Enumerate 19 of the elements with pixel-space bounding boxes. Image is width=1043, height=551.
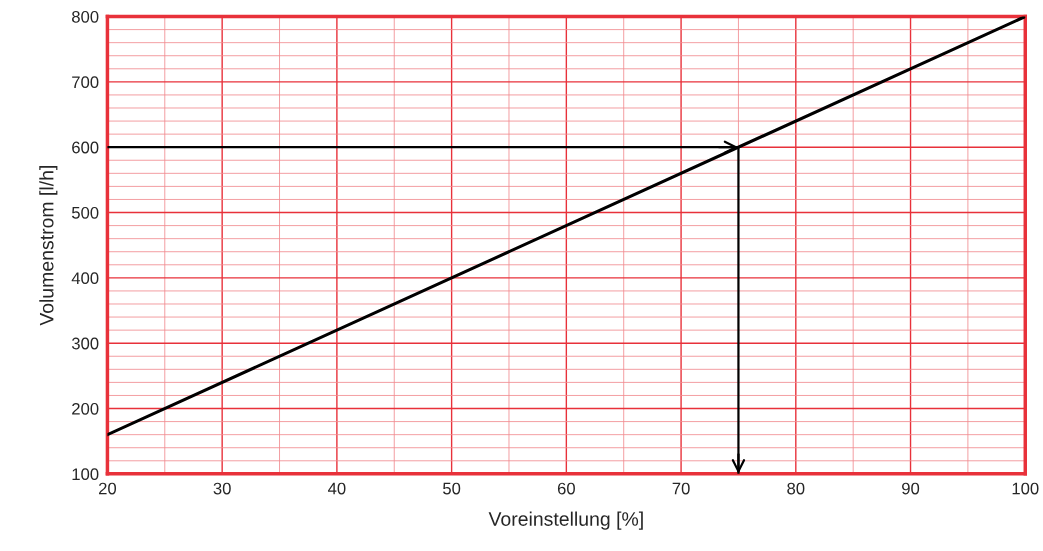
x-tick-label: 60 <box>557 482 575 495</box>
y-tick-label: 100 <box>72 468 99 481</box>
x-tick-label: 30 <box>213 482 231 495</box>
y-tick-label: 800 <box>72 10 99 23</box>
y-tick-label: 400 <box>71 272 99 285</box>
x-tick-label: 90 <box>902 482 920 495</box>
y-tick-label: 200 <box>72 402 99 415</box>
x-tick-label: 40 <box>328 482 346 495</box>
y-axis-title: Volumenstrom [l/h] <box>39 166 58 326</box>
y-tick-label: 500 <box>71 206 99 219</box>
x-tick-label: 80 <box>787 482 805 495</box>
x-tick-label: 70 <box>672 482 690 495</box>
y-tick-label: 300 <box>71 337 99 350</box>
x-tick-label: 50 <box>443 482 461 495</box>
x-tick-label: 100 <box>1012 482 1039 495</box>
y-tick-label: 600 <box>72 141 99 154</box>
x-tick-label: 20 <box>99 482 117 495</box>
y-tick-label: 700 <box>72 76 99 89</box>
x-axis-title: Voreinstellung [%] <box>488 511 643 530</box>
